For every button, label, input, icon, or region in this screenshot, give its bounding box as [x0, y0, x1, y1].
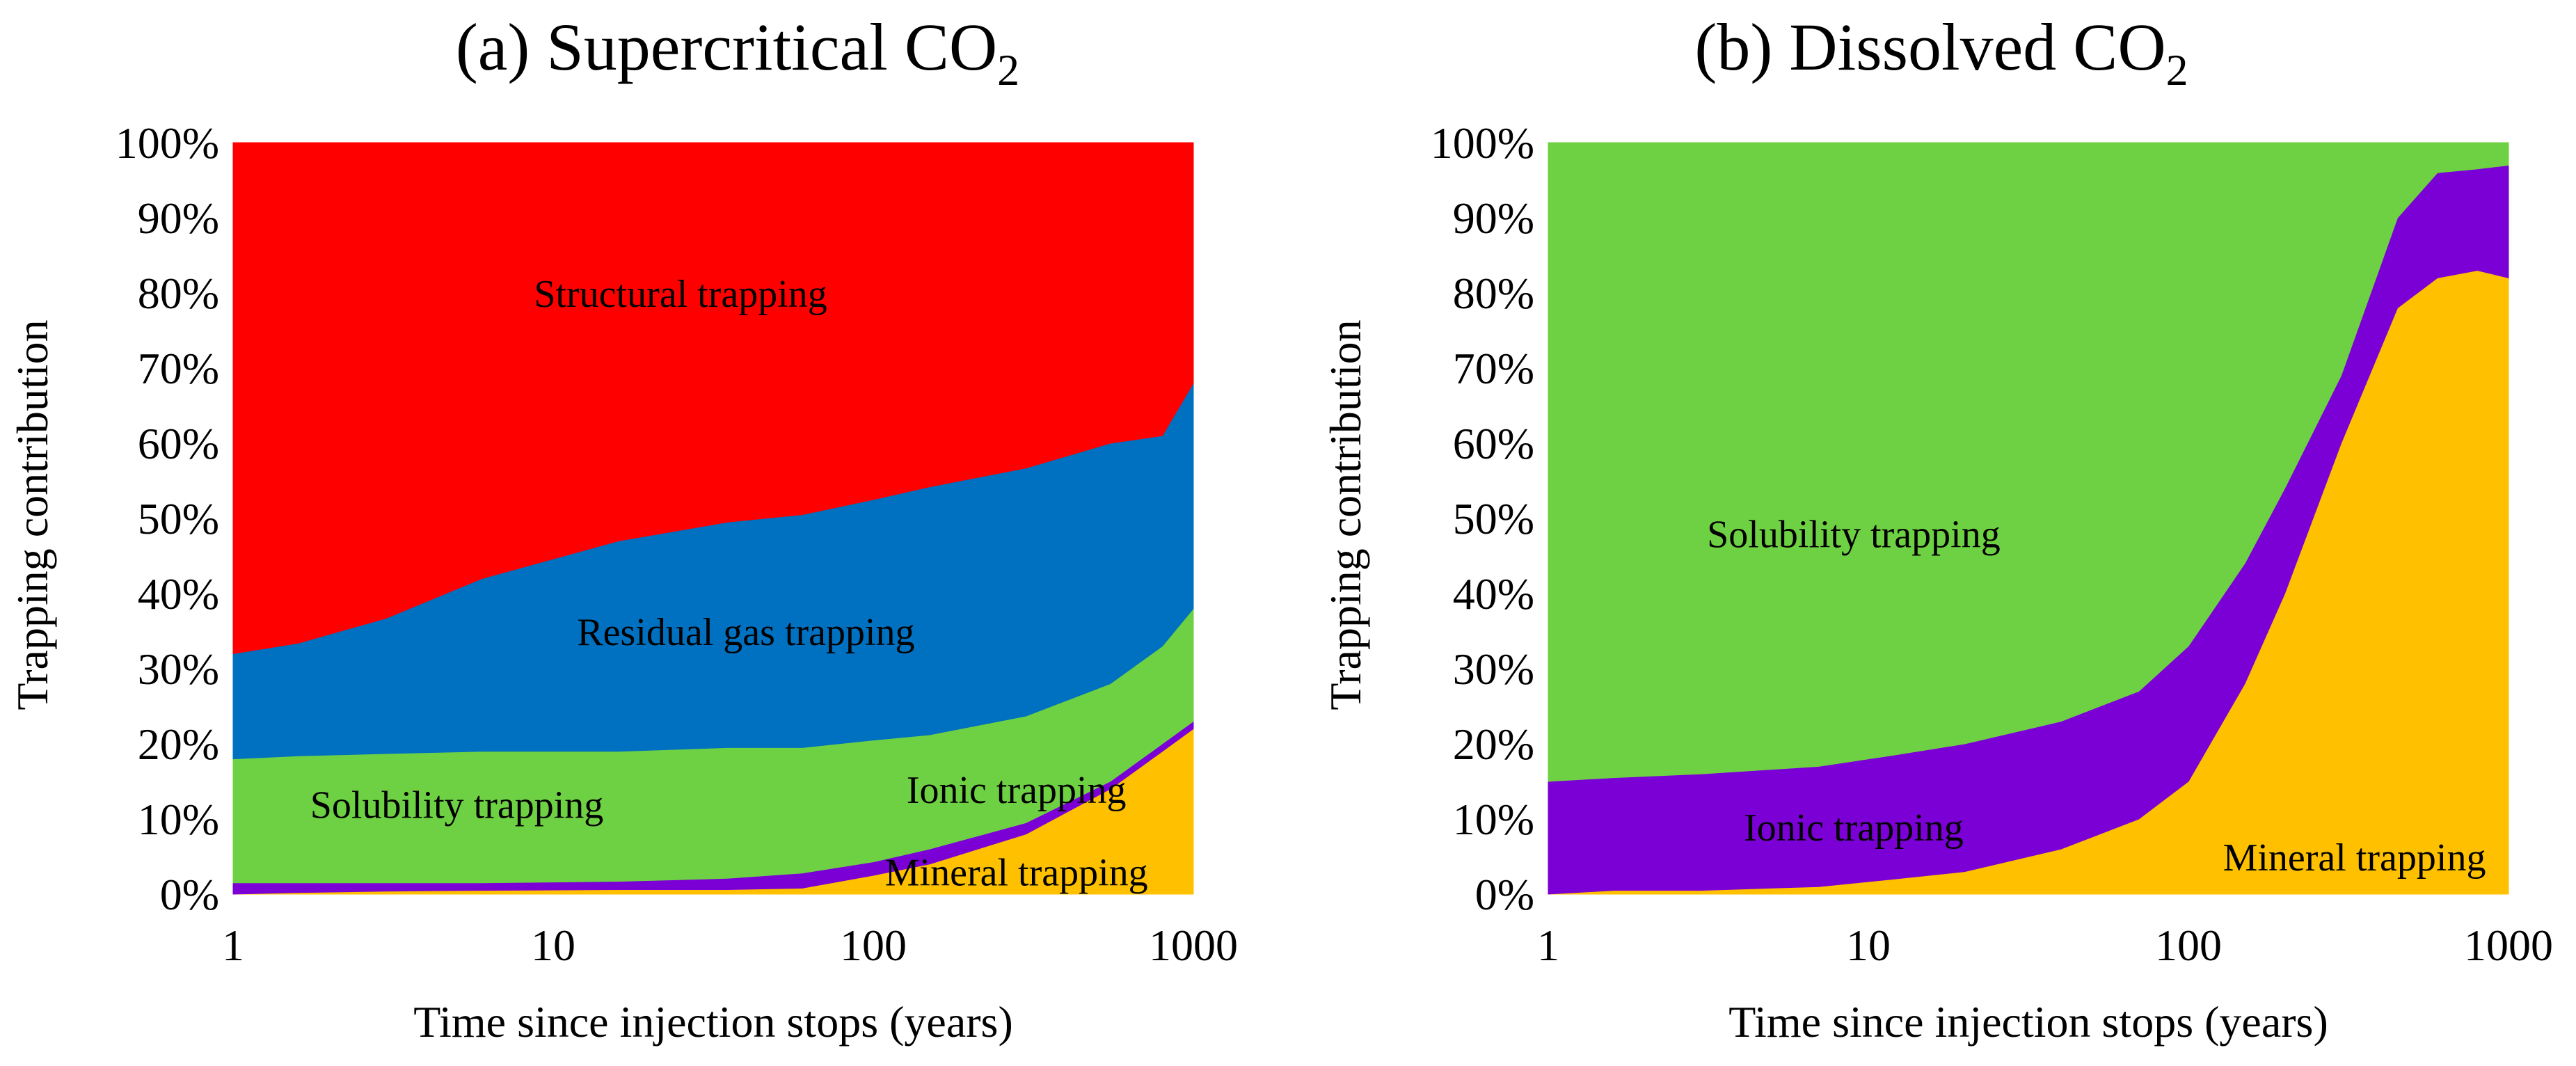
y-tick-label: 90%	[1453, 193, 1534, 243]
y-tick-label: 50%	[1453, 494, 1534, 543]
x-tick-label: 10	[531, 921, 575, 970]
x-tick-label: 1000	[1149, 921, 1238, 970]
y-tick-label: 10%	[138, 795, 219, 844]
y-tick-label: 30%	[1453, 644, 1534, 694]
panel-b-axes: 0% 10% 20% 30% 40% 50% 60% 70% 80% 90% 100% 1 10 100 1…	[1431, 118, 2553, 970]
panel-a-xlabel: Time since injection stops (years)	[413, 997, 1013, 1047]
panel-a-areas	[232, 142, 1194, 895]
panel-a-annotations: Structural trapping Residual gas trapping…	[310, 273, 1148, 895]
y-tick-label: 90%	[138, 193, 219, 243]
annotation-ionic-trapping: Ionic trapping	[1744, 806, 1964, 850]
y-tick-label: 10%	[1453, 795, 1534, 844]
annotation-solubility-trapping: Solubility trapping	[310, 783, 604, 827]
x-tick-label: 10	[1846, 921, 1891, 970]
panel-a-ylabel: Trapping contribution	[8, 319, 57, 710]
y-tick-label: 80%	[1453, 269, 1534, 318]
y-tick-label: 60%	[138, 419, 219, 468]
annotation-ionic-trapping: Ionic trapping	[907, 769, 1127, 812]
area-structural-trapping	[232, 142, 1194, 654]
x-tick-label: 1000	[2464, 921, 2553, 970]
y-tick-label: 40%	[138, 569, 219, 619]
y-tick-label: 20%	[1453, 719, 1534, 769]
y-tick-label: 20%	[138, 719, 219, 769]
y-tick-label: 0%	[1475, 870, 1534, 919]
y-tick-label: 30%	[138, 644, 219, 694]
panel-b: (b) Dissolved CO2 0% 10% 20% 30% 40% 50% 60% 70…	[1321, 10, 2553, 1047]
x-tick-label: 100	[2155, 921, 2222, 970]
y-tick-label: 70%	[138, 344, 219, 393]
panel-b-xlabel: Time since injection stops (years)	[1728, 997, 2328, 1047]
y-tick-label: 70%	[1453, 344, 1534, 393]
y-tick-label: 60%	[1453, 419, 1534, 468]
panel-b-areas	[1548, 142, 2509, 895]
panel-b-annotations: Solubility trapping Ionic trapping Mineral…	[1707, 514, 2486, 880]
y-tick-label: 40%	[1453, 569, 1534, 619]
annotation-mineral-trapping: Mineral trapping	[885, 852, 1148, 895]
y-tick-label: 0%	[160, 870, 219, 919]
annotation-solubility-trapping: Solubility trapping	[1707, 514, 2001, 557]
annotation-structural-trapping: Structural trapping	[534, 273, 827, 316]
x-tick-label: 1	[1537, 921, 1559, 970]
y-tick-label: 100%	[1431, 118, 1534, 168]
area-solubility-trapping	[1548, 142, 2509, 782]
annotation-residual-gas-trapping: Residual gas trapping	[577, 611, 914, 654]
x-tick-label: 1	[222, 921, 244, 970]
y-tick-label: 80%	[138, 269, 219, 318]
panel-a-axes: 0% 10% 20% 30% 40% 50% 60% 70% 80% 90% 100% 1 10 100 1…	[116, 118, 1238, 970]
panel-a-title: (a) Supercritical CO2	[456, 10, 1019, 95]
panel-b-ylabel: Trapping contribution	[1321, 319, 1370, 710]
y-tick-label: 50%	[138, 494, 219, 543]
panel-a: (a) Supercritical CO2 0% 10% 20% 30% 40% 50% 6…	[8, 10, 1238, 1047]
annotation-mineral-trapping: Mineral trapping	[2223, 836, 2486, 880]
x-tick-label: 100	[840, 921, 907, 970]
y-tick-label: 100%	[116, 118, 219, 168]
panel-b-title: (b) Dissolved CO2	[1694, 10, 2188, 95]
